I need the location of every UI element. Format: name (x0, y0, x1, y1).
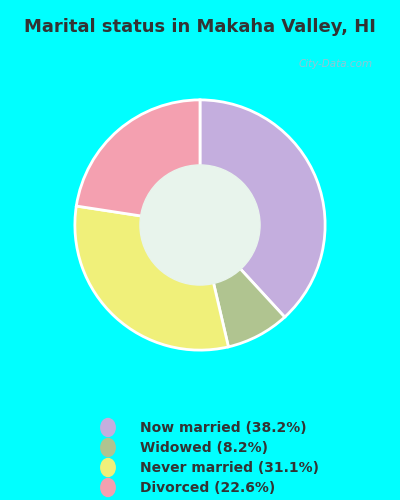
Wedge shape (211, 260, 285, 347)
Text: Widowed (8.2%): Widowed (8.2%) (140, 440, 268, 454)
Wedge shape (200, 100, 325, 317)
Wedge shape (75, 206, 228, 350)
Text: Marital status in Makaha Valley, HI: Marital status in Makaha Valley, HI (24, 18, 376, 36)
Text: Divorced (22.6%): Divorced (22.6%) (140, 480, 275, 494)
Text: City-Data.com: City-Data.com (299, 60, 373, 70)
Wedge shape (76, 100, 200, 218)
Text: Never married (31.1%): Never married (31.1%) (140, 460, 319, 474)
Text: Now married (38.2%): Now married (38.2%) (140, 420, 307, 434)
Circle shape (140, 165, 260, 285)
